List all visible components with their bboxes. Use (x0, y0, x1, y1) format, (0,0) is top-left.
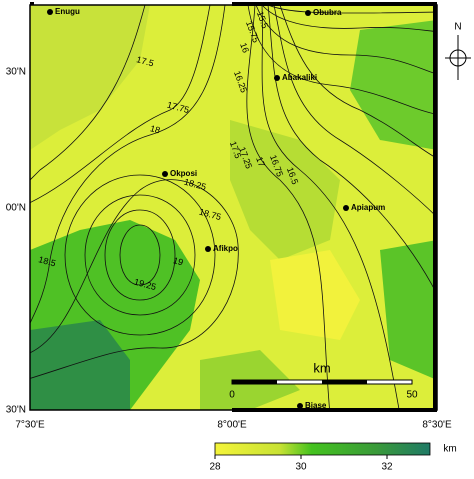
contour-line (246, 5, 331, 410)
town-dot (297, 403, 303, 409)
contours: 17.517.751818.2518.518.751919.2517.517.2… (30, 5, 437, 410)
town-label: Afikpo (213, 244, 238, 253)
contour-line (273, 5, 437, 218)
colorbar-tick-label: 28 (209, 462, 221, 473)
scale-end: 50 (406, 390, 418, 401)
contour-label: 19 (172, 255, 184, 267)
colorbar (214, 442, 431, 456)
latitude-label: 30'N (6, 67, 26, 78)
region (270, 250, 360, 340)
longitude-label: 8°00'E (217, 420, 247, 431)
contour-line (30, 5, 226, 325)
town-label: Apiapum (351, 203, 385, 212)
latitude-label: 30'N (6, 405, 26, 416)
region (350, 20, 437, 150)
scale-unit: km (313, 360, 330, 375)
scale-start: 0 (229, 390, 235, 401)
town-label: Obubra (313, 8, 342, 17)
contour-line (255, 5, 437, 75)
contour-label: 17.5 (135, 54, 155, 68)
frame-tick (30, 2, 34, 5)
contour-line (64, 174, 216, 336)
town-dot (162, 171, 168, 177)
contour-line (247, 5, 437, 115)
colorbar-tick-label: 30 (295, 462, 307, 473)
longitude-label: 8°30'E (422, 420, 452, 431)
contour-label: 17 (254, 155, 267, 168)
frame-tick (433, 5, 437, 410)
contour-label: 18.5 (37, 254, 57, 268)
region (30, 5, 150, 150)
contour-line (261, 5, 437, 33)
map-area: 17.517.751818.2518.518.751919.2517.517.2… (30, 5, 437, 410)
frame-tick (232, 2, 437, 6)
contour-line (84, 194, 196, 316)
latitude-label: 00'N (6, 203, 26, 214)
town-label: Okposi (170, 169, 197, 178)
contour-line (279, 5, 437, 159)
contour-label: 18 (149, 123, 161, 135)
north-arrow: N (445, 22, 471, 80)
region (30, 320, 130, 410)
town-label: Abakaliki (282, 73, 317, 82)
contour-line (267, 5, 437, 296)
longitude-label: 7°30'E (15, 420, 45, 431)
contour-line (261, 5, 400, 410)
region (380, 240, 437, 380)
contour-label: 16 (238, 41, 251, 54)
town-label: Biase (305, 401, 327, 410)
contour-line (30, 5, 211, 203)
town-dot (47, 9, 53, 15)
contour-line (267, 5, 437, 14)
frame-tick (232, 408, 437, 412)
scale-bar: km 0 50 (229, 360, 418, 400)
north-label: N (454, 22, 461, 33)
town-dot (205, 246, 211, 252)
colorbar-unit: km (443, 444, 456, 455)
contour-line (119, 224, 161, 286)
region (230, 120, 340, 260)
contour-line (30, 5, 146, 181)
towns: Enugu Obubra Abakaliki Okposi Afikpo Apiapum B… (47, 7, 385, 410)
contour-line (104, 209, 176, 301)
colorbar-tick-label: 32 (381, 462, 393, 473)
town-label: Enugu (55, 7, 80, 16)
town-dot (343, 205, 349, 211)
contour-line (30, 179, 239, 379)
town-dot (274, 75, 280, 81)
town-dot (305, 10, 311, 16)
